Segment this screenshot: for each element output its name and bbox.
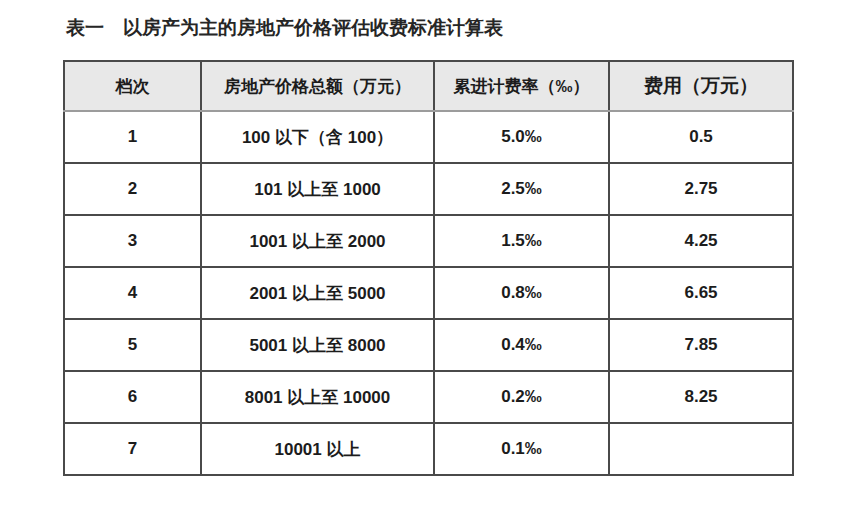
- fee-standard-table: 档次 房地产价格总额（万元） 累进计费率（‰） 费用（万元） 1 100 以下（…: [63, 60, 794, 476]
- cell-tier: 2: [64, 163, 201, 215]
- table-row: 6 8001 以上至 10000 0.2‰ 8.25: [64, 371, 793, 423]
- cell-price-range: 1001 以上至 2000: [201, 215, 434, 267]
- cell-rate: 0.4‰: [434, 319, 609, 371]
- header-price-total: 房地产价格总额（万元）: [201, 61, 434, 111]
- cell-rate: 0.2‰: [434, 371, 609, 423]
- cell-fee: 2.75: [609, 163, 793, 215]
- table-row: 3 1001 以上至 2000 1.5‰ 4.25: [64, 215, 793, 267]
- table-row: 2 101 以上至 1000 2.5‰ 2.75: [64, 163, 793, 215]
- cell-tier: 4: [64, 267, 201, 319]
- cell-tier: 6: [64, 371, 201, 423]
- table-row: 5 5001 以上至 8000 0.4‰ 7.85: [64, 319, 793, 371]
- table-row: 4 2001 以上至 5000 0.8‰ 6.65: [64, 267, 793, 319]
- cell-tier: 1: [64, 111, 201, 163]
- cell-rate: 0.1‰: [434, 423, 609, 475]
- cell-price-range: 101 以上至 1000: [201, 163, 434, 215]
- cell-fee: 8.25: [609, 371, 793, 423]
- cell-tier: 3: [64, 215, 201, 267]
- cell-fee: 7.85: [609, 319, 793, 371]
- cell-rate: 0.8‰: [434, 267, 609, 319]
- cell-price-range: 5001 以上至 8000: [201, 319, 434, 371]
- table-row: 7 10001 以上 0.1‰: [64, 423, 793, 475]
- table-row: 1 100 以下（含 100） 5.0‰ 0.5: [64, 111, 793, 163]
- cell-fee: [609, 423, 793, 475]
- cell-fee: 4.25: [609, 215, 793, 267]
- cell-fee: 6.65: [609, 267, 793, 319]
- cell-rate: 2.5‰: [434, 163, 609, 215]
- header-tier: 档次: [64, 61, 201, 111]
- cell-fee: 0.5: [609, 111, 793, 163]
- cell-rate: 1.5‰: [434, 215, 609, 267]
- header-row: 档次 房地产价格总额（万元） 累进计费率（‰） 费用（万元）: [64, 61, 793, 111]
- header-progressive-rate: 累进计费率（‰）: [434, 61, 609, 111]
- cell-rate: 5.0‰: [434, 111, 609, 163]
- header-fee: 费用（万元）: [609, 61, 793, 111]
- cell-price-range: 8001 以上至 10000: [201, 371, 434, 423]
- cell-tier: 5: [64, 319, 201, 371]
- table-caption: 表一 以房产为主的房地产价格评估收费标准计算表: [66, 15, 503, 41]
- cell-tier: 7: [64, 423, 201, 475]
- cell-price-range: 100 以下（含 100）: [201, 111, 434, 163]
- cell-price-range: 10001 以上: [201, 423, 434, 475]
- cell-price-range: 2001 以上至 5000: [201, 267, 434, 319]
